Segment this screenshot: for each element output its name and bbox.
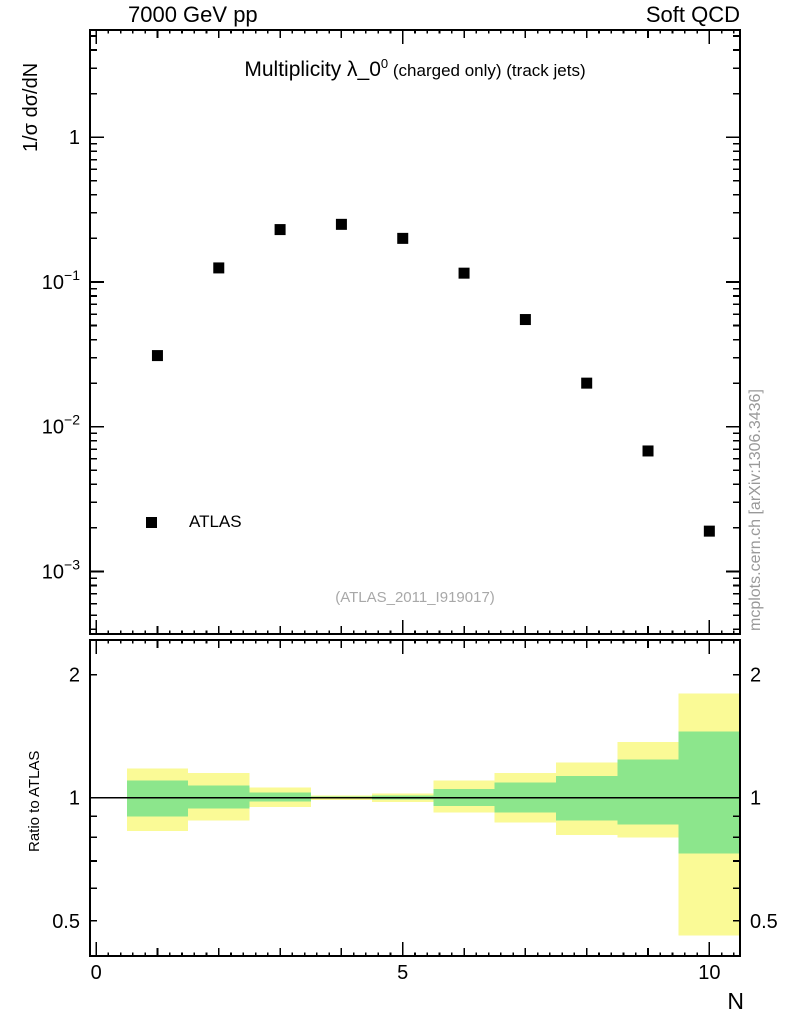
data-point [397, 232, 409, 244]
x-tick-label: 5 [397, 962, 408, 984]
plot-title-main: Multiplicity λ_0 [244, 58, 381, 81]
main-panel-y-axis-title: 1/σ dσ/dN [20, 62, 42, 152]
ratio-band-inner [249, 792, 311, 802]
main-y-tick-label: 10−1 [42, 267, 80, 294]
analysis-id-watermark: (ATLAS_2011_I919017) [335, 589, 495, 606]
legend: ATLAS [146, 512, 242, 532]
ratio-y-tick-label-right: 1 [750, 788, 761, 810]
beam-energy-label: 7000 GeV pp [128, 2, 258, 27]
data-point [703, 525, 715, 537]
main-y-tick-label: 10−2 [42, 412, 80, 439]
plot-title-superscript: 0 [380, 56, 389, 71]
legend-square-marker-icon [146, 516, 157, 528]
data-point [213, 262, 225, 274]
ratio-panel-y-axis-title: Ratio to ATLAS [26, 750, 43, 852]
process-group-label: Soft QCD [645, 2, 740, 27]
x-tick-label: 0 [91, 962, 102, 984]
ratio-band-inner [617, 759, 679, 825]
data-point [151, 350, 163, 362]
data-point [274, 224, 286, 236]
mcplots-credit-text: mcplots.cern.ch [arXiv:1306.3436] [747, 389, 764, 631]
main-panel-frame [89, 29, 741, 635]
ratio-band-inner [678, 731, 740, 854]
ratio-band-inner [126, 780, 189, 817]
ratio-y-tick-label-right: 0.5 [750, 911, 778, 933]
main-y-tick-label: 10−3 [42, 556, 80, 583]
main-y-tick-label: 1 [69, 127, 80, 149]
data-point [642, 445, 654, 457]
data-point [581, 377, 593, 389]
ratio-y-tick-label-left: 0.5 [52, 911, 80, 933]
data-point [519, 314, 531, 326]
ratio-y-tick-label-left: 1 [69, 788, 80, 810]
x-tick-label: 10 [698, 962, 720, 984]
data-point [335, 218, 347, 230]
ratio-y-tick-label-left: 2 [69, 665, 80, 687]
plot-title-suffix: (charged only) (track jets) [388, 61, 586, 80]
ratio-y-tick-label-right: 2 [750, 665, 761, 687]
legend-series-label: ATLAS [189, 512, 242, 531]
data-point [458, 267, 470, 279]
plot-title: Multiplicity λ_00 (charged only) (track … [90, 56, 740, 82]
x-axis-title: N [727, 988, 744, 1014]
